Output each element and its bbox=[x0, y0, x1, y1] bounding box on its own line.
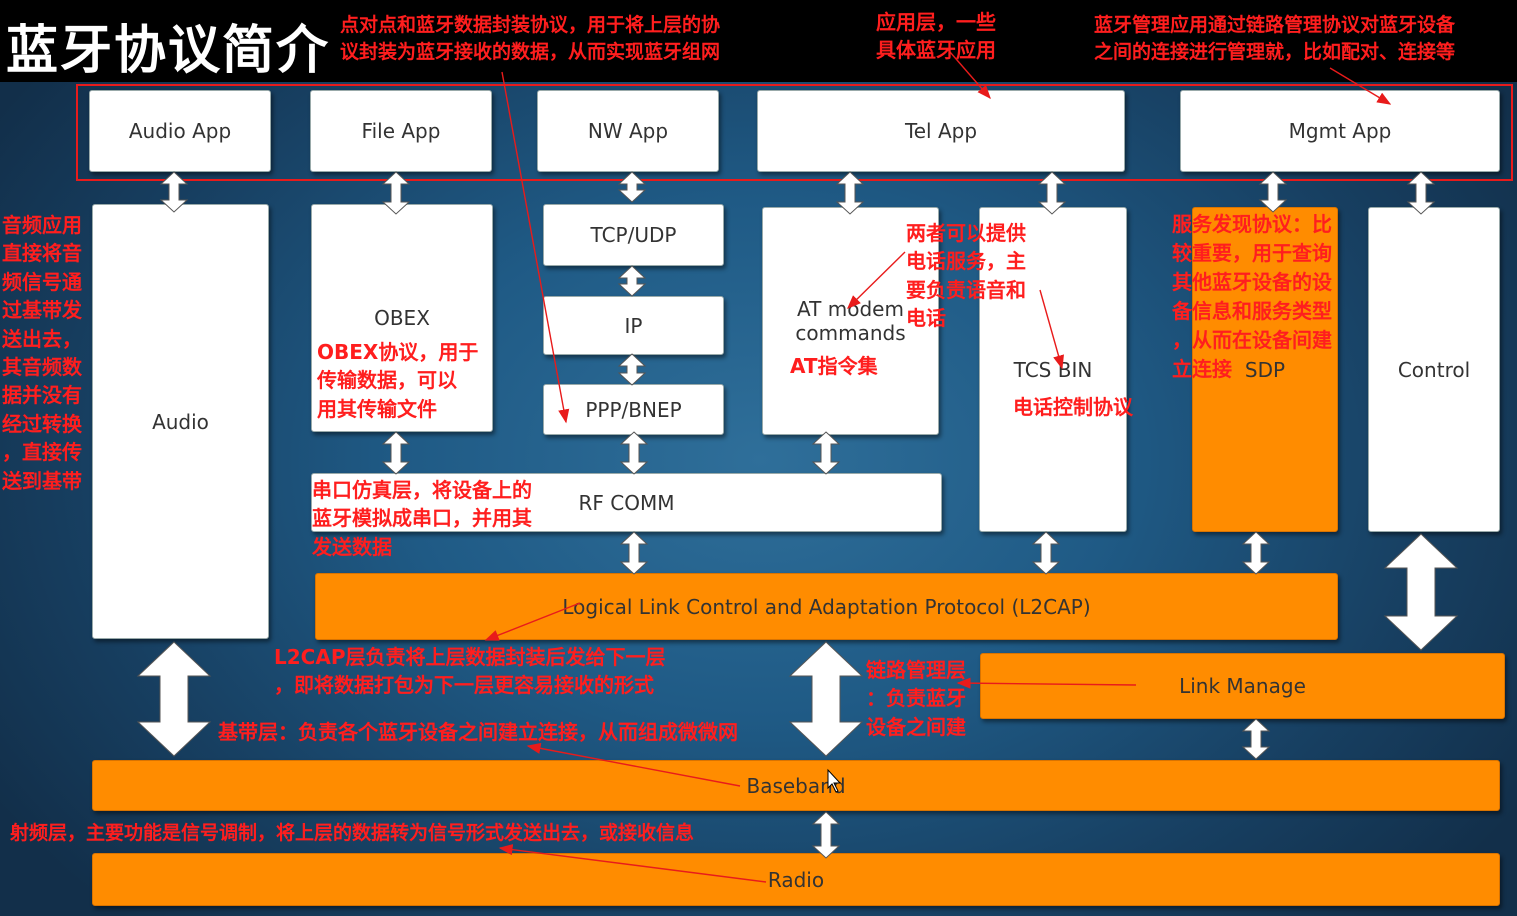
connector-arrow-11 bbox=[619, 431, 649, 475]
connector-arrow-15 bbox=[1241, 531, 1271, 575]
audio-app-box: Audio App bbox=[89, 90, 271, 172]
sdp-note: 服务发现协议：比 较重要，用于查询 其他蓝牙设备的设 备信息和服务类型 ，从而在… bbox=[1172, 212, 1332, 381]
connector-arrow-13 bbox=[619, 531, 649, 575]
phone-note: 两者可以提供 电话服务，主 要负责语音和 电话 bbox=[906, 221, 1026, 331]
obex-note: OBEX协议，用于 传输数据，可以 用其传输文件 bbox=[317, 340, 479, 421]
connector-arrow-14 bbox=[1031, 531, 1061, 575]
at-modem-box: AT modem commands bbox=[762, 207, 939, 435]
rfcomm-note: 串口仿真层，将设备上的 蓝牙模拟成串口，并用其 发送数据 bbox=[312, 478, 532, 559]
radio-box: Radio bbox=[92, 853, 1500, 906]
app-layer-highlight bbox=[76, 84, 1513, 181]
connector-arrow-10 bbox=[381, 431, 411, 475]
ip-box: IP bbox=[543, 296, 724, 355]
tcs-note: 电话控制协议 bbox=[1013, 395, 1133, 419]
l2cap-box: Logical Link Control and Adaptation Prot… bbox=[315, 573, 1338, 640]
large-arrow-3 bbox=[1383, 533, 1459, 651]
tcp-udp-box: TCP/UDP bbox=[543, 204, 724, 266]
p2p-note: 点对点和蓝牙数据封装协议，用于将上层的协 议封装为蓝牙接收的数据，从而实现蓝牙组… bbox=[340, 14, 721, 63]
lm-note: 链路管理层 ：负责蓝牙 设备之间建 bbox=[866, 658, 966, 739]
audio-note: 音频应用 直接将音 频信号通 过基带发 送出去， 其音频数 据并没有 经过转换 … bbox=[2, 213, 82, 493]
l2cap-note: L2CAP层负责将上层数据封装后发给下一层 ，即将数据打包为下一层更容易接收的形… bbox=[274, 645, 666, 698]
nw-app-box: NW App bbox=[537, 90, 719, 172]
mgmt-note: 蓝牙管理应用通过链路管理协议对蓝牙设备 之间的连接进行管理就，比如配对、连接等 bbox=[1094, 14, 1456, 63]
at-cmd-note: AT指令集 bbox=[790, 354, 878, 378]
connector-arrow-9 bbox=[617, 353, 647, 386]
connector-arrow-17 bbox=[811, 811, 841, 859]
tcs-bin-box: TCS BIN bbox=[979, 207, 1127, 532]
page-title: 蓝牙协议简介 bbox=[6, 21, 331, 81]
connector-arrow-16 bbox=[1241, 718, 1271, 760]
link-manage-box: Link Manage bbox=[980, 653, 1505, 719]
sdp-box: SDP bbox=[1192, 207, 1338, 532]
connector-arrow-8 bbox=[617, 265, 647, 297]
audio-box: Audio bbox=[92, 204, 269, 639]
large-arrow-2 bbox=[788, 641, 864, 757]
large-arrow-1 bbox=[136, 641, 212, 757]
ppp-bnep-box: PPP/BNEP bbox=[543, 384, 724, 435]
control-box: Control bbox=[1368, 207, 1500, 532]
tel-app-box: Tel App bbox=[757, 90, 1125, 172]
baseband-box: Baseband bbox=[92, 760, 1500, 811]
radio-note: 射频层，主要功能是信号调制，将上层的数据转为信号形式发送出去，或接收信息 bbox=[10, 822, 695, 844]
connector-arrow-12 bbox=[811, 431, 841, 475]
baseband-note: 基带层：负责各个蓝牙设备之间建立连接，从而组成微微网 bbox=[218, 720, 738, 744]
mgmt-app-box: Mgmt App bbox=[1180, 90, 1500, 172]
app-layer-note: 应用层，一些 具体蓝牙应用 bbox=[876, 10, 996, 63]
file-app-box: File App bbox=[310, 90, 492, 172]
title-bar: 蓝牙协议简介 bbox=[0, 0, 1517, 82]
